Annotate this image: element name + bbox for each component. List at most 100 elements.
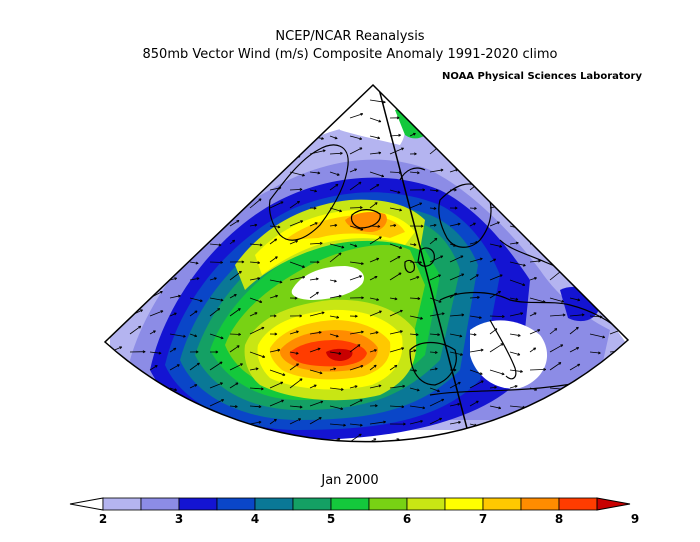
wind-vector [109, 387, 124, 393]
wind-vector [329, 423, 346, 426]
wind-vector [469, 162, 483, 173]
wind-vector-head [422, 189, 426, 192]
wind-vector-head [521, 426, 525, 429]
wind-vector-head [379, 236, 382, 240]
wind-vector-head [240, 271, 242, 274]
wind-vector-head [137, 170, 140, 173]
wind-vector-head [454, 112, 457, 114]
wind-vector-head [118, 441, 121, 442]
wind-vector-head [277, 349, 281, 352]
wind-vector [189, 436, 200, 442]
wind-vector [449, 99, 461, 102]
wind-vector [409, 171, 420, 174]
wind-vector-head [338, 353, 342, 355]
wind-vector-head [433, 208, 437, 210]
wind-vector-head [378, 152, 382, 155]
wind-vector-head [379, 310, 382, 314]
wind-vector-head [440, 255, 444, 259]
wind-vector-head [196, 277, 200, 281]
wind-vector-head [517, 335, 521, 337]
wind-vector [229, 405, 238, 408]
wind-vector-head [602, 220, 605, 223]
wind-vector-head [637, 204, 638, 206]
wind-vector-head [442, 313, 445, 316]
wind-vector-head [118, 223, 121, 226]
wind-vector-head [154, 279, 157, 282]
wind-vector-head [143, 407, 146, 411]
wind-vector [509, 333, 521, 337]
wind-vector-head [417, 298, 421, 300]
wind-vector-head [339, 252, 342, 256]
wind-vector [489, 96, 497, 101]
wind-vector [189, 261, 199, 264]
wind-vector-head [622, 224, 625, 227]
wind-vector-head [438, 274, 441, 278]
wind-vector [409, 243, 417, 246]
wind-vector [449, 314, 464, 317]
wind-vector-head [640, 152, 642, 153]
wind-vector-head [281, 400, 284, 403]
wind-vector-head [233, 240, 236, 243]
wind-vector-head [516, 242, 519, 245]
wind-vector [609, 272, 621, 281]
wind-vector-head [294, 297, 298, 300]
wind-vector [609, 385, 616, 389]
wind-vector [449, 255, 464, 263]
wind-vector-head [601, 280, 604, 283]
wind-vector-head [512, 113, 516, 115]
wind-vector-head [620, 329, 623, 332]
wind-vector-head [576, 164, 580, 166]
wind-vector [129, 293, 137, 299]
wind-vector-head [638, 193, 641, 194]
wind-vector [489, 386, 497, 389]
wind-vector [489, 328, 498, 335]
wind-vector-head [577, 261, 580, 264]
wind-vector-head [302, 276, 306, 279]
wind-vector [349, 331, 364, 335]
wind-vector-head [174, 241, 178, 244]
wind-vector-head [615, 148, 618, 152]
wind-vector-head [614, 262, 618, 265]
wind-vector-head [454, 189, 457, 192]
wind-vector [369, 297, 379, 301]
wind-vector-head [498, 407, 501, 410]
wind-vector [589, 351, 601, 354]
wind-vector-head [559, 115, 562, 117]
wind-vector-head [534, 95, 536, 99]
wind-vector [109, 171, 125, 175]
wind-vector-head [121, 390, 125, 393]
wind-vector [209, 308, 220, 317]
wind-vector-head [479, 99, 482, 102]
colorbar-cell [444, 497, 484, 511]
wind-vector-head [157, 399, 160, 403]
wind-vector-head [195, 384, 198, 387]
wind-vector-head [319, 331, 322, 334]
wind-vector-head [121, 300, 124, 302]
wind-vector [449, 292, 457, 299]
wind-vector [630, 298, 638, 299]
wind-vector-head [400, 310, 403, 313]
wind-vector [609, 415, 622, 425]
wind-vector-head [473, 222, 476, 226]
wind-vector [469, 241, 479, 245]
wind-vector-head [542, 301, 546, 303]
wind-vector-head [218, 308, 221, 311]
wind-vector [249, 405, 262, 408]
wind-vector [289, 351, 299, 354]
wind-vector [269, 440, 284, 442]
wind-vector-head [238, 116, 241, 119]
wind-vector-head [255, 312, 258, 315]
wind-vector-head [439, 112, 443, 115]
wind-vector [529, 387, 537, 391]
wind-vector [229, 239, 235, 245]
wind-vector [249, 183, 264, 191]
wind-vector-head [320, 401, 324, 404]
wind-vector-head [140, 151, 143, 154]
wind-vector-head [178, 226, 181, 229]
wind-vector-head [138, 240, 142, 242]
wind-vector-head [333, 368, 337, 371]
wind-vector-head [420, 318, 423, 320]
wind-vector [529, 329, 541, 335]
wind-vector-head [398, 172, 402, 175]
wind-vector [469, 439, 477, 442]
